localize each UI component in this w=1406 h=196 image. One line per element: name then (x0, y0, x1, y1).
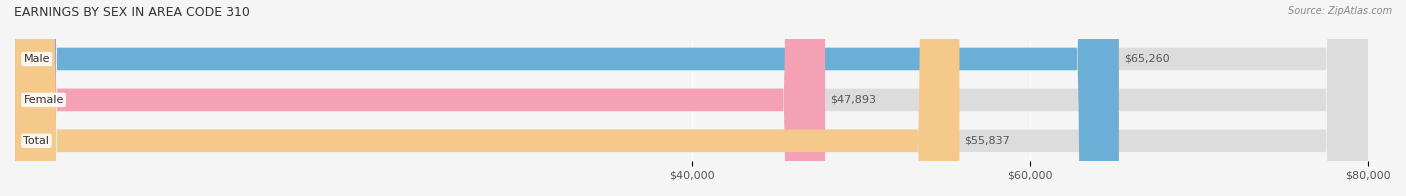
FancyBboxPatch shape (15, 0, 1119, 196)
Text: $55,837: $55,837 (965, 136, 1011, 146)
Text: Male: Male (24, 54, 51, 64)
FancyBboxPatch shape (15, 0, 1368, 196)
Text: $65,260: $65,260 (1123, 54, 1170, 64)
FancyBboxPatch shape (15, 0, 825, 196)
Text: Female: Female (24, 95, 63, 105)
FancyBboxPatch shape (15, 0, 959, 196)
Text: EARNINGS BY SEX IN AREA CODE 310: EARNINGS BY SEX IN AREA CODE 310 (14, 6, 250, 19)
Text: Total: Total (24, 136, 49, 146)
Text: $47,893: $47,893 (830, 95, 876, 105)
FancyBboxPatch shape (15, 0, 1368, 196)
Text: Source: ZipAtlas.com: Source: ZipAtlas.com (1288, 6, 1392, 16)
FancyBboxPatch shape (15, 0, 1368, 196)
